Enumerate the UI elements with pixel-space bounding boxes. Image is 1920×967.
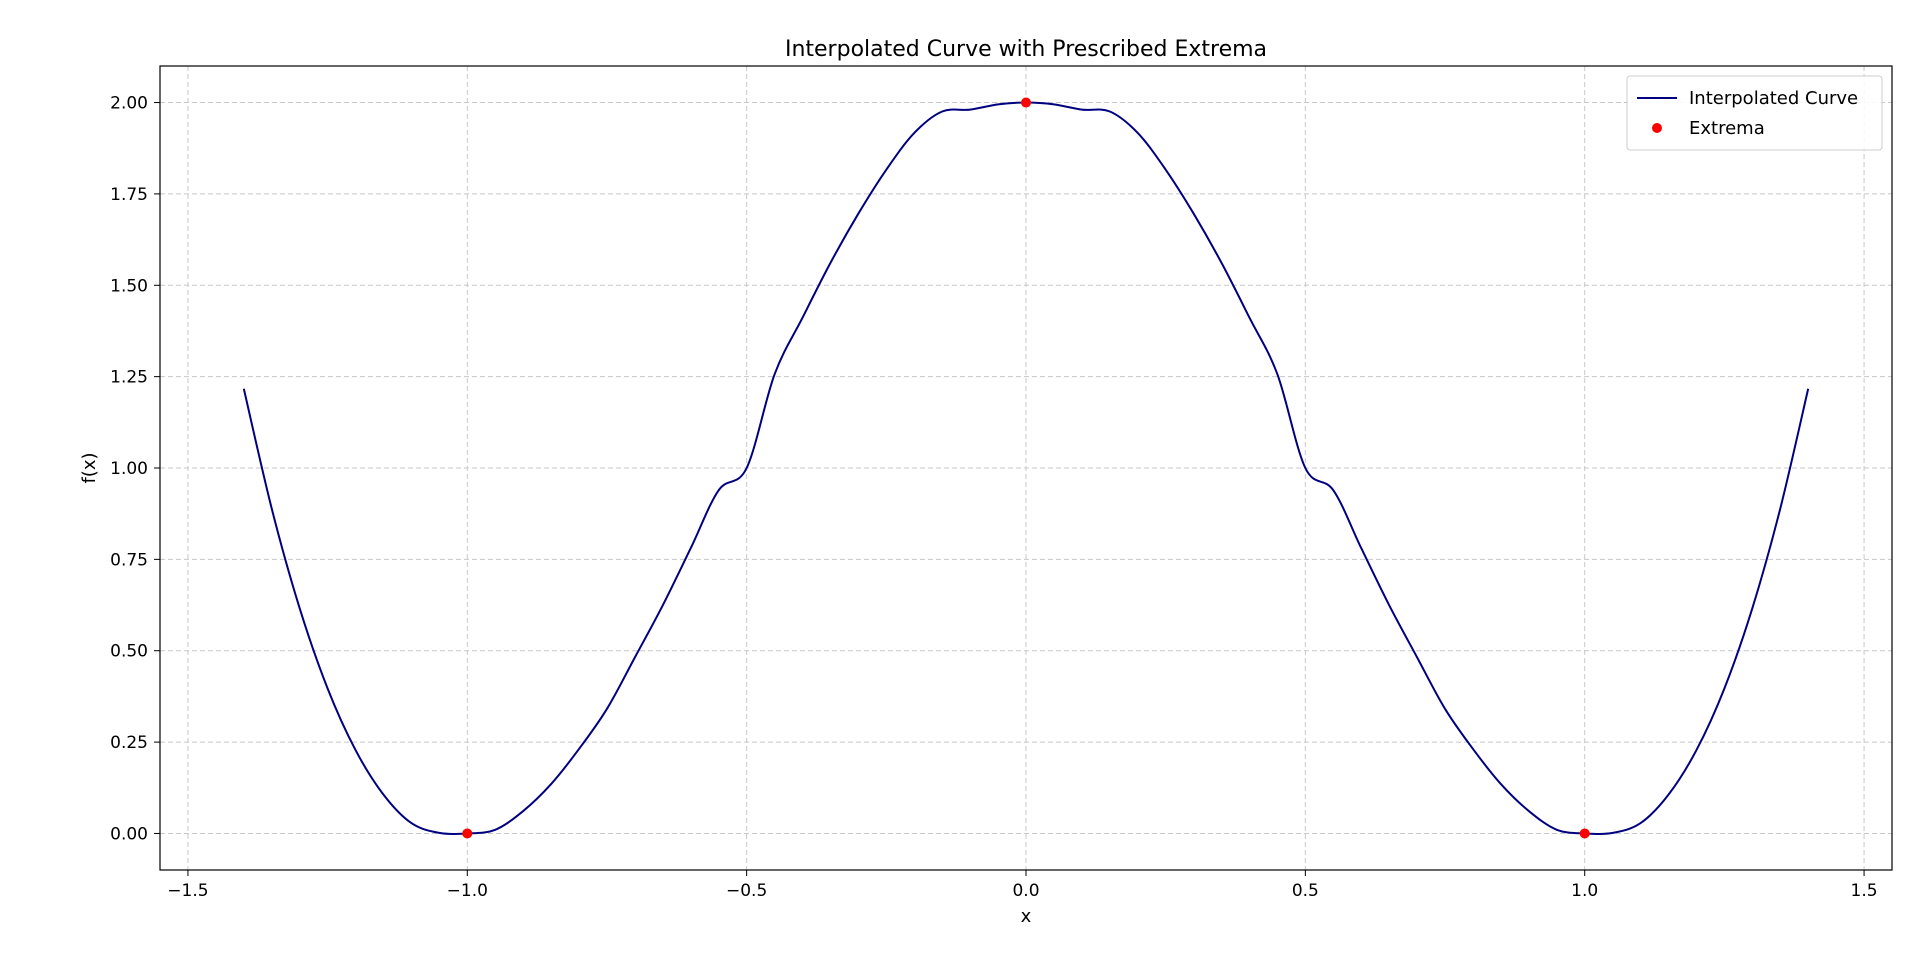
y-axis-label: f(x) xyxy=(79,452,100,483)
y-tick-label: 1.50 xyxy=(110,276,148,296)
y-tick-label: 1.25 xyxy=(110,368,148,388)
x-tick-label: −1.5 xyxy=(167,881,208,901)
ticks: −1.5 −1.0 −0.5 0.0 0.5 1.0 1.5 0.00 0.25 0.50 0.75… xyxy=(110,94,1877,901)
y-tick-label: 0.00 xyxy=(110,824,148,844)
x-tick-label: −1.0 xyxy=(447,881,488,901)
legend: Interpolated Curve Extrema xyxy=(1626,75,1883,151)
x-tick-label: 0.5 xyxy=(1292,881,1319,901)
legend-label-interpolated-curve: Interpolated Curve xyxy=(1689,88,1858,109)
plot-area xyxy=(242,97,1810,839)
extrema-point xyxy=(1021,97,1031,108)
x-axis-label: x xyxy=(1021,906,1032,927)
y-tick-label: 2.00 xyxy=(110,94,148,114)
chart-title: Interpolated Curve with Prescribed Extre… xyxy=(785,37,1267,62)
x-tick-label: −0.5 xyxy=(726,881,767,901)
legend-box xyxy=(1626,75,1883,151)
y-tick-label: 0.50 xyxy=(110,642,148,662)
legend-swatch-extrema xyxy=(1652,123,1662,133)
extrema-point xyxy=(1579,828,1590,839)
extrema-point xyxy=(462,828,473,839)
y-tick-label: 1.00 xyxy=(110,459,148,479)
y-tick-label: 0.75 xyxy=(110,550,148,570)
x-tick-label: 1.5 xyxy=(1851,881,1878,901)
legend-label-extrema: Extrema xyxy=(1689,118,1765,139)
y-tick-label: 0.25 xyxy=(110,733,148,753)
y-tick-label: 1.75 xyxy=(110,185,148,205)
x-tick-label: 1.0 xyxy=(1571,881,1598,901)
x-tick-label: 0.0 xyxy=(1012,881,1039,901)
